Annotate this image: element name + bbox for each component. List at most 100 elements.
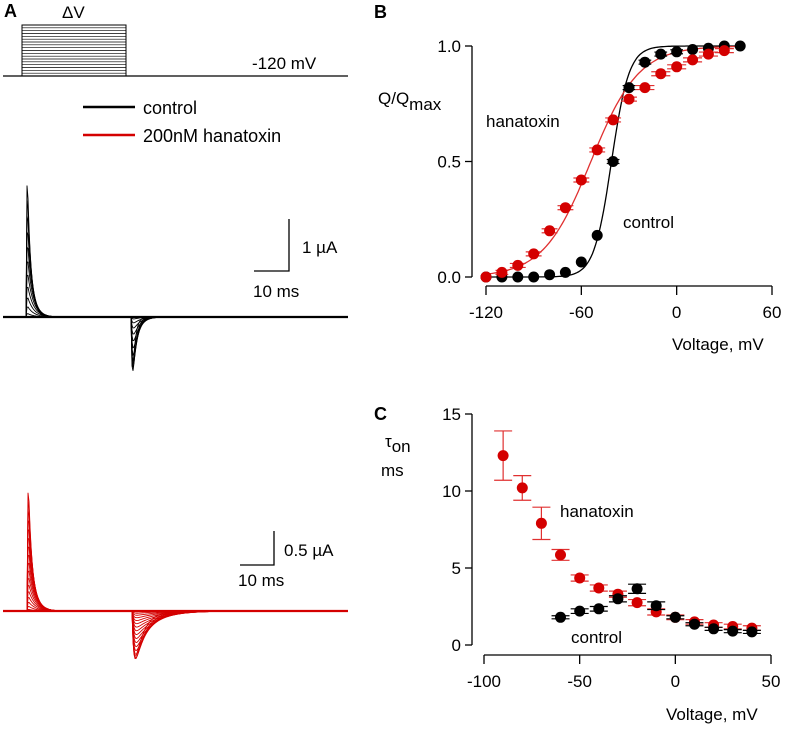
data-point-hanatoxin — [591, 144, 603, 156]
data-point-hanatoxin — [702, 48, 714, 60]
scalebar-control-time: 10 ms — [253, 282, 299, 301]
scalebar-control-lines — [254, 219, 290, 272]
data-point-control — [669, 611, 681, 623]
data-point-control — [639, 56, 651, 68]
data-point-hanatoxin — [687, 54, 699, 66]
protocol-step-label: ΔV — [62, 3, 85, 22]
y-tick-label: 5 — [452, 559, 461, 578]
current-trace — [3, 261, 348, 349]
data-point-hanatoxin — [497, 450, 509, 462]
svg-text:Q/Qmax: Q/Qmax — [378, 89, 442, 114]
panel-b-ylabel: Q/Qmax — [378, 89, 442, 114]
data-point-hanatoxin — [535, 517, 547, 529]
current-trace — [3, 306, 348, 324]
fit-curve-hanatoxin — [485, 45, 745, 275]
current-trace — [3, 577, 348, 628]
data-point-hanatoxin — [718, 45, 730, 57]
data-point-control — [734, 40, 746, 52]
data-point-control — [671, 46, 683, 58]
data-point-control — [687, 44, 699, 55]
data-point-control — [593, 603, 605, 615]
panel-b: B Q/Qmax 0.0 0.5 1.0 -120 -60 0 60 hanatoxin c… — [374, 2, 781, 354]
control-current-traces — [3, 185, 348, 371]
current-trace — [3, 510, 348, 659]
panel-c-ylabel-sub: on — [392, 437, 411, 456]
current-trace — [3, 185, 348, 365]
data-point-control — [612, 593, 624, 605]
y-tick-label: 1.0 — [437, 37, 461, 56]
voltage-protocol — [3, 24, 348, 77]
scalebar-control-current: 1 µA — [302, 238, 338, 257]
panel-b-xlabel: Voltage, mV — [672, 335, 764, 354]
data-point-control — [555, 611, 566, 623]
current-trace — [3, 501, 348, 660]
data-point-control — [591, 229, 603, 241]
x-tick-label: -100 — [467, 672, 501, 691]
current-trace — [3, 297, 348, 329]
current-trace — [3, 246, 348, 357]
data-point-control — [607, 156, 619, 167]
panel-a-label: A — [4, 1, 17, 21]
data-point-control — [689, 618, 700, 630]
panel-b-annotation-hanatoxin: hanatoxin — [486, 112, 560, 131]
data-point-control — [746, 626, 758, 638]
current-trace — [3, 570, 348, 632]
data-point-control — [655, 48, 667, 60]
data-point-hanatoxin — [574, 572, 586, 584]
panel-a: A ΔV -120 mV control 200nM hanatoxin 1 µ… — [3, 1, 348, 660]
panel-c-xlabel: Voltage, mV — [666, 705, 758, 724]
current-trace — [3, 554, 348, 639]
panel-b-data-points — [480, 40, 746, 283]
current-trace — [3, 591, 348, 622]
panel-c-ylabel-unit: ms — [381, 461, 404, 480]
data-point-control — [708, 623, 720, 635]
data-point-hanatoxin — [512, 259, 524, 271]
legend: control 200nM hanatoxin — [83, 98, 281, 146]
y-tick-label: 15 — [442, 405, 461, 424]
data-point-hanatoxin — [655, 68, 667, 80]
svg-text:τon: τon — [385, 432, 411, 456]
panel-c-annotation-control: control — [571, 628, 622, 647]
data-point-control — [631, 583, 643, 595]
data-point-hanatoxin — [593, 582, 605, 594]
panel-b-label: B — [374, 2, 387, 22]
data-point-control — [512, 271, 524, 283]
data-point-hanatoxin — [496, 266, 508, 278]
panel-b-annotation-control: control — [623, 213, 674, 232]
panel-c-data-points — [494, 430, 761, 638]
data-point-hanatoxin — [639, 82, 651, 94]
data-point-hanatoxin — [516, 482, 528, 494]
data-point-hanatoxin — [623, 93, 635, 105]
panel-b-axes: 0.0 0.5 1.0 -120 -60 0 60 — [437, 37, 781, 322]
data-point-control — [528, 271, 540, 283]
data-point-control — [650, 600, 662, 612]
current-trace — [3, 562, 348, 635]
x-tick-label: 50 — [762, 672, 781, 691]
protocol-holding-label: -120 mV — [252, 54, 317, 73]
x-tick-label: 0 — [671, 672, 680, 691]
data-point-hanatoxin — [671, 61, 683, 73]
panel-b-ylabel-sub: max — [409, 95, 442, 114]
x-tick-label: -50 — [567, 672, 592, 691]
x-tick-label: 60 — [763, 303, 782, 322]
data-point-control — [623, 82, 635, 94]
current-trace — [3, 492, 348, 658]
panel-c-annotation-hanatoxin: hanatoxin — [560, 502, 634, 521]
data-point-control — [574, 605, 586, 617]
x-tick-label: -60 — [569, 303, 594, 322]
data-point-hanatoxin — [544, 225, 556, 237]
panel-c: C τon ms 0 5 10 15 -100 -50 0 50 hanatoxin cont… — [374, 404, 780, 724]
panel-c-ylabel-main: τ — [385, 432, 392, 451]
data-point-control — [575, 256, 587, 268]
scalebar-hanatoxin: 0.5 µA 10 ms — [238, 531, 334, 590]
x-tick-label: 0 — [672, 303, 681, 322]
data-point-hanatoxin — [575, 174, 587, 186]
legend-label-hanatoxin: 200nM hanatoxin — [143, 126, 281, 146]
data-point-hanatoxin — [559, 202, 571, 214]
scalebar-hanatoxin-lines — [240, 531, 275, 566]
current-trace — [3, 584, 348, 625]
panel-c-axes: 0 5 10 15 -100 -50 0 50 — [442, 405, 780, 691]
panel-c-label: C — [374, 404, 387, 424]
data-point-hanatoxin — [631, 597, 643, 609]
hanatoxin-current-traces — [3, 492, 348, 660]
